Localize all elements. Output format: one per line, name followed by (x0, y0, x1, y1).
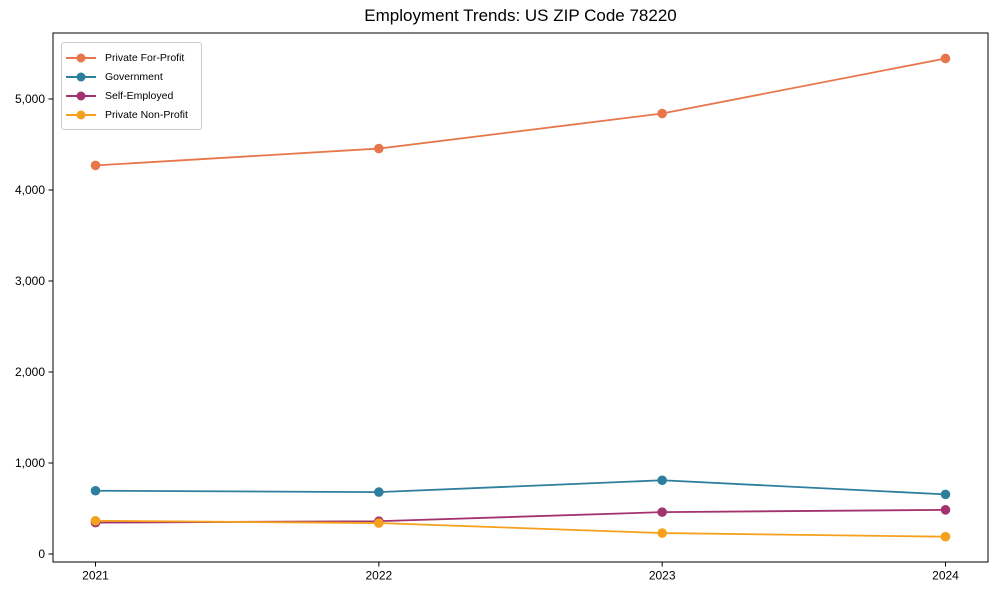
legend: Private For-Profit Government Self-Employe… (61, 42, 202, 130)
y-tick-label: 4,000 (15, 183, 45, 197)
legend-item: Government (66, 67, 201, 86)
legend-label: Self-Employed (105, 89, 174, 102)
series-line (94, 479, 947, 496)
legend-item: Self-Employed (66, 86, 201, 105)
chart-title: Employment Trends: US ZIP Code 78220 (364, 6, 677, 25)
series-line (94, 508, 947, 524)
data-point-marker (657, 528, 667, 538)
x-tick-label: 2022 (365, 569, 392, 583)
legend-label: Private For-Profit (105, 51, 185, 64)
y-tick-label: 0 (38, 547, 45, 561)
data-point-marker (90, 515, 101, 526)
legend-label: Private Non-Profit (105, 108, 188, 121)
plot-frame (52, 32, 989, 563)
data-point-marker (374, 518, 384, 528)
series-line (94, 519, 947, 538)
legend-item: Private For-Profit (66, 48, 201, 67)
legend-dot-icon (76, 110, 86, 119)
data-point-marker (374, 143, 384, 154)
x-tick-label: 2023 (649, 569, 676, 583)
data-point-marker (90, 485, 101, 496)
data-point-marker (657, 475, 667, 486)
data-point-marker (657, 108, 667, 119)
legend-marker-icon (66, 53, 96, 62)
legend-dot-icon (76, 91, 86, 100)
y-tick-label: 1,000 (15, 456, 45, 470)
data-point-marker (374, 487, 384, 497)
data-point-marker (940, 489, 951, 500)
data-point-marker (940, 53, 951, 64)
series-line (94, 57, 947, 167)
legend-marker-icon (66, 91, 96, 100)
x-tick-label: 2024 (932, 569, 959, 583)
data-point-marker (90, 160, 101, 171)
legend-dot-icon (76, 72, 86, 81)
data-point-marker (940, 505, 951, 515)
y-tick-label: 2,000 (15, 365, 45, 379)
legend-marker-icon (66, 110, 96, 119)
data-point-marker (940, 531, 951, 542)
x-tick-label: 2021 (82, 569, 109, 583)
y-tick-label: 5,000 (15, 92, 45, 106)
data-point-marker (657, 507, 667, 517)
y-tick-label: 3,000 (15, 274, 45, 288)
legend-label: Government (105, 70, 163, 83)
legend-item: Private Non-Profit (66, 105, 201, 124)
legend-dot-icon (76, 53, 86, 62)
legend-marker-icon (66, 72, 96, 81)
